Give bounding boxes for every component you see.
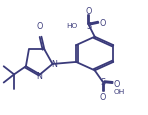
Text: O: O xyxy=(99,19,106,28)
Text: HO: HO xyxy=(66,23,78,29)
Text: N: N xyxy=(51,60,57,69)
Text: OH: OH xyxy=(114,89,125,95)
Text: O: O xyxy=(36,22,42,31)
Text: O: O xyxy=(113,79,120,88)
Text: O: O xyxy=(86,7,92,16)
Text: S: S xyxy=(86,21,91,30)
Text: O: O xyxy=(100,92,106,101)
Text: S: S xyxy=(100,78,105,87)
Text: N: N xyxy=(36,71,42,80)
